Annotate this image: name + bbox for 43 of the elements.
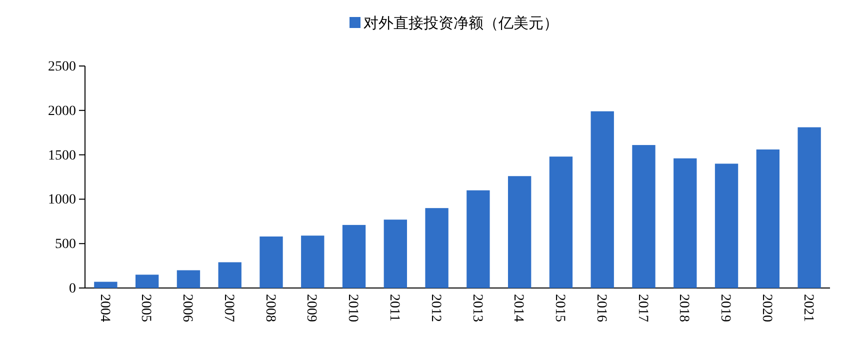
x-tick-label: 2010 (345, 294, 360, 322)
bar (260, 236, 283, 288)
y-tick-label: 1500 (48, 148, 76, 164)
bar (218, 262, 242, 288)
bar (590, 111, 614, 288)
x-tick-label: 2007 (220, 294, 236, 322)
x-tick-label: 2014 (510, 294, 526, 322)
bar (674, 158, 697, 288)
x-tick-label: 2006 (180, 294, 195, 322)
x-tick-label: 2016 (593, 294, 608, 322)
bar (756, 149, 780, 288)
x-tick-label: 2012 (428, 294, 443, 322)
bar (798, 127, 821, 288)
bar (466, 190, 490, 288)
y-tick-label: 1000 (48, 192, 76, 208)
legend-label: 对外直接投资净额（亿美元） (364, 15, 558, 32)
x-tick-label: 2017 (634, 294, 650, 322)
x-tick-label: 2018 (676, 294, 692, 322)
x-tick-label: 2008 (262, 294, 278, 322)
x-tick-label: 2021 (800, 294, 816, 322)
bar (632, 145, 656, 288)
bar (342, 224, 366, 288)
x-tick-label: 2011 (386, 294, 402, 322)
x-tick-label: 2015 (552, 294, 568, 322)
bar (549, 156, 573, 288)
bar (135, 274, 159, 288)
x-tick-label: 2020 (759, 294, 774, 322)
bar (94, 282, 118, 288)
y-tick-label: 2500 (48, 59, 76, 74)
y-tick-label: 500 (55, 237, 76, 252)
x-tick-label: 2005 (138, 294, 154, 322)
bar (301, 236, 324, 288)
bar (714, 164, 738, 288)
bar (425, 208, 448, 288)
y-tick-label: 0 (69, 281, 76, 296)
x-tick-label: 2009 (304, 294, 319, 322)
x-tick-label: 2004 (96, 294, 112, 322)
bar (508, 176, 532, 288)
x-tick-label: 2019 (718, 294, 733, 322)
bar (384, 220, 408, 288)
y-tick-label: 2000 (48, 104, 76, 119)
x-tick-label: 2013 (469, 294, 484, 322)
bar (176, 270, 200, 288)
